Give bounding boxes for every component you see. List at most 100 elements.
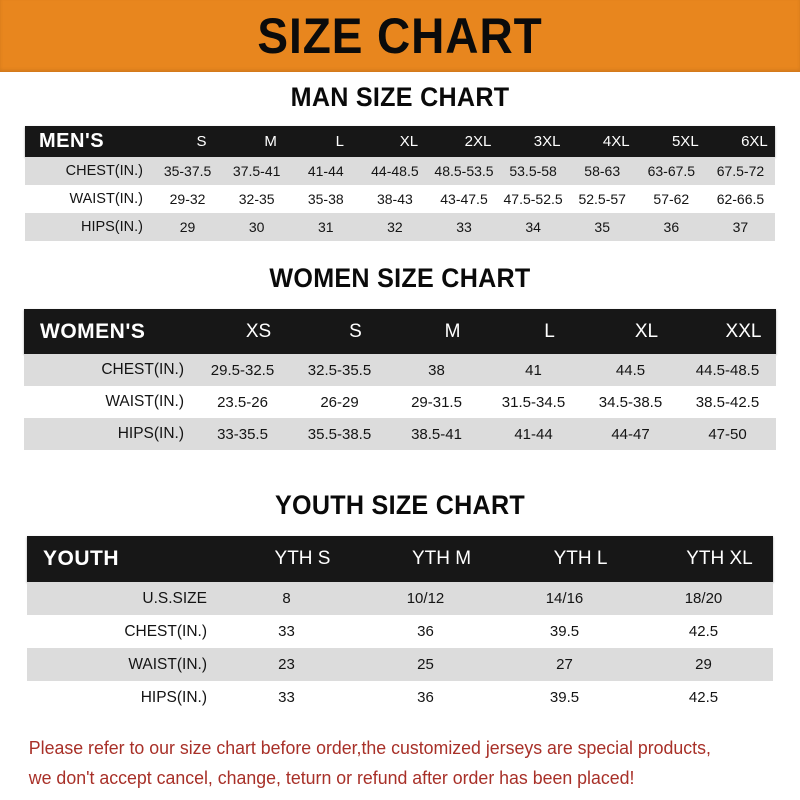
page-title: SIZE CHART (257, 8, 543, 64)
man-size-header-7: 5XL (671, 133, 699, 150)
man-size-header-2: L (335, 133, 344, 150)
women-size-header-4: XL (634, 320, 659, 342)
man-cell-1-0: 29-32 (169, 191, 206, 207)
man-cell-1-8: 62-66.5 (716, 191, 765, 207)
table-row: HIPS(IN.) 33 36 39.5 42.5 (27, 681, 773, 714)
man-cell-0-0: 35-37.5 (163, 163, 212, 179)
man-cell-2-0: 29 (179, 219, 196, 235)
man-row-label-1: WAIST(IN.) (69, 191, 143, 207)
youth-cell-3-1: 36 (417, 689, 434, 706)
women-cell-0-2: 38 (428, 361, 445, 379)
youth-table-corner-label: YOUTH (43, 547, 119, 570)
table-row: WAIST(IN.) 23 25 27 29 (27, 648, 773, 681)
man-cell-0-8: 67.5-72 (716, 163, 765, 179)
man-size-header-8: 6XL (741, 133, 768, 150)
youth-size-header-1: YTH M (411, 548, 472, 569)
man-cell-1-3: 38-43 (376, 191, 413, 207)
women-cell-1-3: 31.5-34.5 (501, 393, 566, 411)
man-cell-0-1: 37.5-41 (232, 163, 281, 179)
youth-cell-1-0: 33 (278, 623, 295, 640)
women-size-header-2: M (444, 320, 461, 342)
man-size-header-0: S (196, 133, 207, 150)
youth-size-header-0: YTH S (274, 548, 331, 569)
youth-cell-3-0: 33 (278, 689, 295, 706)
man-cell-0-5: 53.5-58 (509, 163, 557, 179)
women-cell-0-5: 44.5-48.5 (695, 361, 760, 379)
women-row-label-2: HIPS(IN.) (117, 425, 184, 442)
section-title-youth: YOUTH SIZE CHART (275, 490, 525, 520)
man-cell-1-2: 35-38 (307, 191, 344, 207)
women-cell-1-5: 38.5-42.5 (695, 393, 760, 411)
man-size-header-6: 4XL (602, 133, 630, 150)
man-cell-2-7: 36 (663, 219, 680, 235)
man-cell-2-3: 32 (387, 219, 403, 235)
youth-size-header-2: YTH L (553, 548, 608, 569)
youth-cell-2-0: 23 (278, 656, 295, 673)
man-cell-1-7: 57-62 (653, 191, 690, 207)
man-cell-2-4: 33 (456, 219, 472, 235)
youth-table-header-row: YOUTH YTH S YTH M YTH L YTH XL (27, 536, 773, 582)
women-table-corner-label: WOMEN'S (40, 319, 146, 343)
youth-row-label-3: HIPS(IN.) (140, 688, 207, 706)
youth-cell-3-3: 42.5 (688, 689, 719, 706)
youth-cell-1-2: 39.5 (549, 623, 580, 640)
man-size-header-4: 2XL (464, 133, 492, 150)
man-size-header-3: XL (399, 133, 419, 150)
man-cell-0-7: 63-67.5 (647, 163, 696, 179)
man-cell-2-2: 31 (317, 219, 334, 235)
table-row: CHEST(IN.) 29.5-32.5 32.5-35.5 38 41 44.5 44.5… (24, 354, 776, 386)
women-cell-2-1: 35.5-38.5 (307, 425, 372, 443)
women-size-header-3: L (544, 320, 555, 342)
man-cell-2-6: 35 (594, 219, 610, 235)
section-women: WOMEN SIZE CHART WOMEN'S XS S M L XL XXL CHEST(… (0, 265, 800, 450)
man-size-table: MEN'S S M L XL 2XL 3XL 4XL 5XL 6XL CHEST(IN.) 35-37… (25, 126, 775, 241)
section-youth: YOUTH SIZE CHART YOUTH YTH S YTH M YTH L YTH… (0, 492, 800, 714)
man-cell-1-4: 43-47.5 (440, 191, 488, 207)
women-cell-1-4: 34.5-38.5 (598, 393, 663, 411)
youth-row-label-1: CHEST(IN.) (124, 622, 207, 640)
women-size-header-1: S (349, 320, 362, 342)
women-cell-2-0: 33-35.5 (217, 425, 268, 443)
youth-cell-2-2: 27 (556, 656, 573, 673)
man-cell-2-1: 30 (248, 219, 265, 235)
women-cell-2-4: 44-47 (611, 425, 650, 443)
disclaimer-line-1: Please refer to our size chart before or… (28, 737, 711, 758)
man-cell-0-2: 41-44 (307, 163, 344, 179)
man-size-header-5: 3XL (533, 133, 561, 150)
women-cell-0-0: 29.5-32.5 (210, 361, 275, 379)
women-cell-2-5: 47-50 (708, 425, 747, 443)
man-table-corner-label: MEN'S (39, 130, 105, 152)
youth-row-label-2: WAIST(IN.) (128, 655, 207, 673)
women-size-header-5: XXL (725, 320, 762, 342)
women-cell-2-3: 41-44 (514, 425, 553, 443)
section-title-women: WOMEN SIZE CHART (269, 263, 531, 293)
disclaimer-line-2: we don't accept cancel, change, teturn o… (28, 767, 635, 788)
page-banner: SIZE CHART (0, 0, 800, 72)
man-cell-1-5: 47.5-52.5 (503, 191, 563, 207)
table-row: WAIST(IN.) 23.5-26 26-29 29-31.5 31.5-34.5 34… (24, 386, 776, 418)
women-cell-0-1: 32.5-35.5 (307, 361, 372, 379)
man-cell-0-4: 48.5-53.5 (434, 163, 494, 179)
women-size-header-0: XS (245, 320, 272, 342)
man-cell-1-6: 52.5-57 (578, 191, 626, 207)
man-cell-2-5: 34 (525, 219, 541, 235)
women-cell-0-3: 41 (525, 361, 542, 379)
man-cell-2-8: 37 (732, 219, 749, 235)
youth-cell-2-1: 25 (417, 656, 434, 673)
youth-cell-1-3: 42.5 (688, 623, 719, 640)
youth-cell-0-0: 8 (282, 590, 291, 607)
man-row-label-0: CHEST(IN.) (65, 163, 143, 179)
youth-row-label-0: U.S.SIZE (142, 589, 207, 607)
table-row: CHEST(IN.) 35-37.5 37.5-41 41-44 44-48.5 48.5… (25, 157, 775, 185)
man-row-label-2: HIPS(IN.) (80, 219, 143, 235)
table-row: HIPS(IN.) 29 30 31 32 33 34 35 36 37 (25, 213, 775, 241)
man-cell-0-3: 44-48.5 (371, 163, 419, 179)
women-cell-1-1: 26-29 (320, 393, 359, 411)
youth-size-header-3: YTH XL (686, 548, 753, 569)
youth-cell-2-3: 29 (695, 656, 712, 673)
women-row-label-1: WAIST(IN.) (105, 393, 184, 410)
youth-size-table: YOUTH YTH S YTH M YTH L YTH XL U.S.SIZE 8 10/12… (27, 536, 773, 714)
disclaimer: Please refer to our size chart before or… (0, 733, 768, 793)
table-row: WAIST(IN.) 29-32 32-35 35-38 38-43 43-47.5 47.… (25, 185, 775, 213)
